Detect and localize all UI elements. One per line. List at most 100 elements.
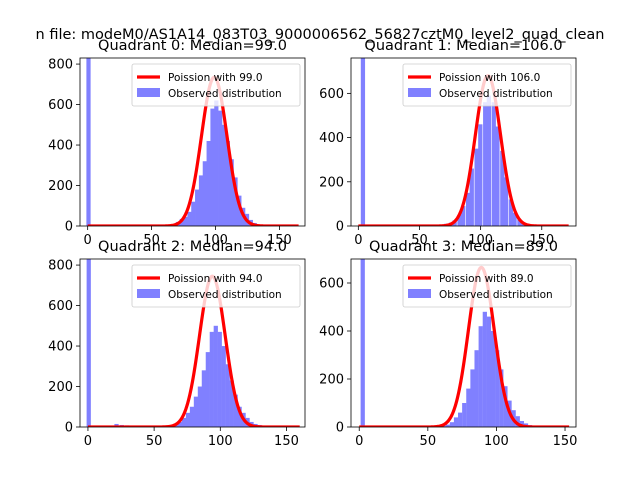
subplot-2: 0 50 100 150 0 200 400 600 800 Poission with 94.0…: [48, 239, 306, 449]
x-tick-label: 0: [354, 233, 362, 248]
histogram-bar: [482, 311, 487, 427]
legend-label-observed: Observed distribution: [168, 88, 282, 100]
y-tick-label: 200: [319, 175, 344, 190]
subplot-title: Quadrant 1: Median=106.0: [364, 38, 562, 54]
legend-label-poisson: Poission with 99.0: [168, 72, 263, 84]
histogram-bar: [486, 316, 492, 427]
legend-label-poisson: Poission with 106.0: [439, 72, 540, 84]
legend-box: [131, 264, 301, 308]
legend-bar-swatch: [408, 88, 431, 97]
histogram-bar: [461, 206, 466, 226]
histogram-bar: [503, 177, 509, 226]
x-tick-label: 100: [484, 434, 509, 449]
histogram-bar: [221, 124, 227, 226]
histogram-bar: [177, 421, 183, 427]
legend: Poission with 89.0 Observed distribution: [402, 264, 572, 308]
legend-box: [131, 63, 301, 107]
histogram-bar: [210, 108, 215, 226]
histogram-bar: [197, 386, 203, 427]
histogram-bar: [233, 394, 238, 427]
histogram-bar: [205, 352, 210, 427]
y-tick-label: 0: [65, 220, 73, 235]
histogram-bar: [191, 201, 196, 226]
histogram-bar: [503, 386, 508, 427]
histogram-bar: [483, 102, 488, 226]
legend-box: [402, 264, 572, 308]
x-tick-label: 50: [420, 434, 437, 449]
axes-frame: [350, 57, 577, 227]
y-tick-label: 600: [48, 299, 73, 314]
y-tick-label: 0: [65, 421, 73, 436]
histogram-bar: [474, 148, 479, 226]
histogram-bar: [449, 422, 455, 427]
histogram-bar: [470, 369, 475, 427]
histogram-bar: [491, 102, 496, 226]
axes-frame: [79, 258, 306, 428]
histogram-bar: [519, 421, 525, 427]
histogram-bar: [225, 140, 230, 226]
histogram-bar: [181, 417, 187, 427]
legend-label-poisson: Poission with 89.0: [439, 273, 534, 285]
y-tick-label: 400: [48, 340, 73, 355]
legend-box: [402, 63, 572, 107]
histogram-bar: [458, 412, 463, 427]
histogram-bar: [499, 369, 504, 427]
figure-title: n file: modeM0/AS1A14_083T03_9000006562_…: [36, 27, 605, 43]
histogram-bar: [360, 58, 366, 226]
histogram-bar: [360, 259, 365, 427]
histogram-bar: [457, 214, 462, 226]
legend-bar-swatch: [137, 88, 160, 97]
histogram-bar: [478, 124, 483, 226]
histogram-bar: [465, 192, 471, 226]
subplot-1: 0 50 100 150 0 200 400 600 Poission with 106.0 Ob…: [319, 38, 577, 248]
x-tick-label: 100: [208, 434, 233, 449]
histogram-bar: [213, 325, 218, 427]
histogram-bar: [86, 58, 91, 226]
x-tick-label: 50: [411, 233, 428, 248]
histogram-bar: [490, 331, 496, 427]
histogram-bar: [495, 126, 500, 226]
histogram-bar: [237, 406, 242, 427]
x-tick-label: 0: [84, 434, 92, 449]
histogram-bar: [185, 412, 191, 427]
histogram-bar: [515, 416, 520, 427]
histogram-bar: [187, 211, 192, 226]
histogram-bar: [201, 370, 206, 427]
x-tick-label: 0: [355, 434, 363, 449]
histogram-bar: [237, 195, 242, 226]
y-tick-label: 600: [319, 87, 344, 102]
y-tick-label: 400: [319, 131, 344, 146]
histogram-bar: [202, 161, 207, 226]
y-tick-label: 0: [336, 220, 344, 235]
histogram-bar: [495, 350, 500, 427]
y-tick-label: 200: [319, 373, 344, 388]
x-tick-label: 50: [146, 434, 163, 449]
legend-label-observed: Observed distribution: [439, 289, 553, 301]
histogram-bar: [500, 150, 505, 226]
histogram-bar: [486, 95, 492, 226]
subplot-title: Quadrant 0: Median=99.0: [98, 38, 287, 54]
legend-label-observed: Observed distribution: [168, 289, 282, 301]
y-tick-label: 0: [336, 421, 344, 436]
histogram-bar: [229, 159, 234, 226]
y-tick-label: 600: [319, 277, 344, 292]
histogram-bar: [517, 219, 522, 226]
subplot-title: Quadrant 3: Median=89.0: [369, 239, 558, 255]
histogram-bar: [86, 259, 91, 427]
y-tick-label: 200: [48, 179, 73, 194]
histogram-bar: [508, 199, 514, 226]
histogram-bar: [466, 388, 471, 427]
y-tick-label: 400: [319, 325, 344, 340]
histogram-bar: [209, 331, 214, 427]
y-tick-label: 200: [48, 380, 73, 395]
subplot-title: Quadrant 2: Median=94.0: [98, 239, 287, 255]
histogram-bar: [206, 140, 211, 226]
subplot-3: 0 50 100 150 0 200 400 600 Poission with 89.0 Obs…: [319, 239, 577, 449]
histogram-bar: [462, 403, 467, 427]
x-tick-label: 50: [143, 233, 160, 248]
legend: Poission with 99.0 Observed distribution: [131, 63, 301, 107]
histogram-bar: [198, 175, 204, 226]
legend: Poission with 94.0 Observed distribution: [131, 264, 301, 308]
axes-frame: [350, 258, 577, 428]
